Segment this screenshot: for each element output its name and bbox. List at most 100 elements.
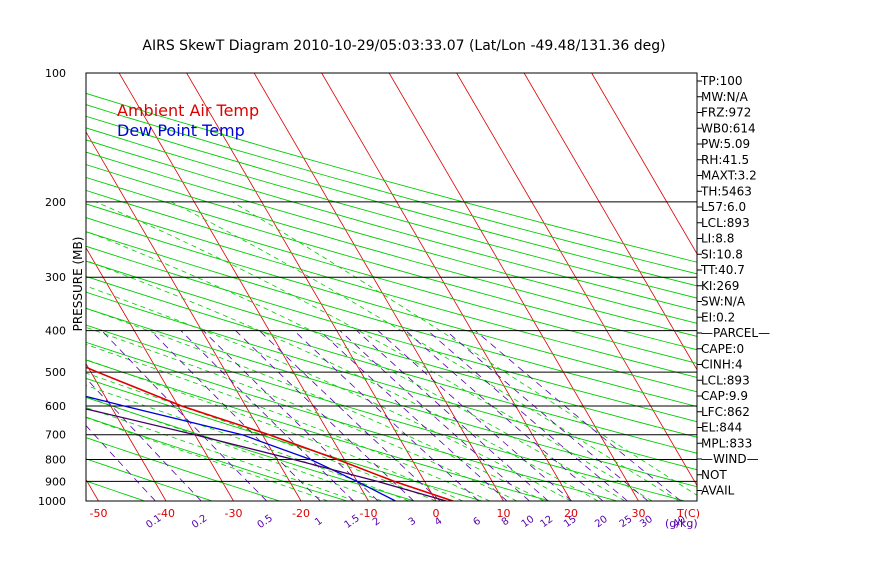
isotherm-line bbox=[86, 247, 234, 501]
mixing-ratio-line bbox=[445, 330, 649, 501]
plot-border bbox=[85, 72, 698, 502]
dry-adiabat-line bbox=[86, 127, 697, 299]
isotherm-line bbox=[118, 73, 369, 501]
isotherm-line bbox=[86, 131, 302, 501]
isobar-lines bbox=[86, 73, 697, 501]
mixing-ratio-line bbox=[86, 425, 156, 501]
index-entry: LCL:893 bbox=[701, 216, 750, 230]
index-entry: NOT bbox=[701, 468, 727, 482]
dry-adiabat-line bbox=[86, 416, 349, 501]
index-entry: L57:6.0 bbox=[701, 200, 746, 214]
isotherm-line bbox=[253, 73, 504, 501]
index-entry: FRZ:972 bbox=[701, 106, 751, 120]
dry-adiabat-line bbox=[86, 231, 697, 407]
bottom-tick-label: 0 bbox=[433, 507, 440, 520]
mixing-ratio-tick-label: 0.5 bbox=[256, 513, 275, 531]
dry-adiabat-line bbox=[86, 104, 697, 275]
pressure-tick-label: 300 bbox=[45, 271, 66, 284]
pressure-tick-label: 100 bbox=[45, 67, 66, 80]
index-entry: RH:41.5 bbox=[701, 153, 749, 167]
index-entry: LFC:862 bbox=[701, 405, 750, 419]
mixing-ratio-line bbox=[319, 330, 508, 501]
pressure-tick-label: 800 bbox=[45, 454, 66, 467]
y-axis-label: PRESSURE (MB) bbox=[71, 237, 85, 332]
dry-adiabat-line bbox=[86, 458, 214, 501]
mixing-ratio-tick-label: 20 bbox=[593, 514, 610, 530]
isotherm-line bbox=[591, 73, 697, 255]
pressure-tick-label: 900 bbox=[45, 475, 66, 488]
index-entry: CAP:9.9 bbox=[701, 389, 748, 403]
dry-adiabat-line bbox=[86, 245, 697, 423]
moist-adiabat-line bbox=[86, 285, 572, 501]
dry-adiabat-line bbox=[0, 73, 35, 510]
dry-adiabat-line bbox=[86, 437, 282, 501]
moist-adiabat-line bbox=[86, 343, 491, 501]
mixing-ratio-tick-label: 0.2 bbox=[190, 513, 209, 531]
bottom-temperature-tick-labels: -50 -40 -30 -20 -10 0 10 20 30 bbox=[90, 507, 646, 520]
mixing-ratio-tick-label: 3 bbox=[407, 516, 419, 529]
index-entry: MPL:833 bbox=[701, 436, 752, 450]
dry-adiabat-line bbox=[86, 307, 697, 488]
dry-adiabat-line bbox=[86, 377, 484, 501]
dry-adiabat-line bbox=[86, 164, 697, 337]
isotherm-line bbox=[0, 73, 31, 501]
bottom-tick-label: 10 bbox=[497, 507, 511, 520]
dry-adiabat-line bbox=[86, 189, 697, 364]
index-entry: PW:5.09 bbox=[701, 137, 750, 151]
series-line-1 bbox=[86, 395, 396, 501]
dry-adiabat-line bbox=[86, 396, 417, 501]
pressure-tick-label: 400 bbox=[45, 325, 66, 338]
pressure-tick-label: 700 bbox=[45, 429, 66, 442]
isotherm-line bbox=[456, 73, 697, 487]
series-line-0 bbox=[86, 366, 454, 501]
mixing-ratio-line bbox=[259, 330, 441, 501]
moist-adiabat-line bbox=[86, 260, 599, 501]
x-axis-label: T(C) bbox=[676, 507, 700, 520]
index-entry: TH:5463 bbox=[700, 184, 752, 198]
dry-adiabat-line bbox=[86, 115, 697, 287]
index-entry: EL:844 bbox=[701, 421, 742, 435]
mixing-ratio-tick-label: 1 bbox=[313, 516, 325, 529]
index-entry: SI:10.8 bbox=[701, 247, 743, 261]
isotherm-line bbox=[321, 73, 572, 501]
chart-title: AIRS SkewT Diagram 2010-10-29/05:03:33.0… bbox=[142, 38, 665, 54]
dry-adiabat-line bbox=[86, 92, 697, 263]
dry-adiabat-lines bbox=[0, 73, 697, 510]
isotherm-line bbox=[523, 73, 697, 371]
bottom-tick-label: -40 bbox=[157, 507, 175, 520]
pressure-tick-label: 500 bbox=[45, 366, 66, 379]
mixing-ratio-tick-label: 2 bbox=[371, 516, 383, 529]
dry-adiabat-line bbox=[86, 217, 697, 393]
mixing-ratio-lines bbox=[86, 330, 682, 501]
dry-adiabat-line bbox=[86, 275, 697, 454]
mixing-ratio-unit-label: (g/kg) bbox=[665, 517, 698, 530]
bottom-tick-label: -50 bbox=[90, 507, 108, 520]
index-entry: MAXT:3.2 bbox=[701, 169, 757, 183]
dry-adiabat-line bbox=[86, 176, 697, 351]
mixing-ratio-tick-label: 10 bbox=[520, 514, 537, 530]
mixing-ratio-tick-label: 12 bbox=[538, 514, 555, 530]
dry-adiabat-line bbox=[0, 73, 103, 510]
index-entry: LI:8.8 bbox=[701, 232, 734, 246]
bottom-tick-label: -30 bbox=[225, 507, 243, 520]
profile-series bbox=[86, 366, 454, 501]
bottom-tick-label: -20 bbox=[292, 507, 310, 520]
dry-adiabat-line bbox=[86, 260, 697, 438]
bottom-tick-label: 20 bbox=[564, 507, 578, 520]
index-entry: —PARCEL— bbox=[701, 326, 770, 340]
index-entry: CINH:4 bbox=[701, 358, 743, 372]
dry-adiabat-line bbox=[86, 359, 552, 501]
dry-adiabat-line bbox=[86, 341, 619, 501]
index-entry: SW:N/A bbox=[701, 295, 746, 309]
dry-adiabat-line bbox=[86, 203, 697, 378]
moist-adiabat-line bbox=[170, 201, 680, 501]
mixing-ratio-tick-label: 4 bbox=[433, 516, 445, 529]
mixing-ratio-tick-label: 6 bbox=[471, 516, 483, 529]
dry-adiabat-line bbox=[86, 151, 697, 324]
series-line-2 bbox=[86, 408, 447, 501]
legend-entry: Ambient Air Temp bbox=[117, 101, 259, 120]
index-entry: KI:269 bbox=[701, 279, 739, 293]
index-entry: WB0:614 bbox=[701, 121, 756, 135]
pressure-tick-label: 600 bbox=[45, 400, 66, 413]
